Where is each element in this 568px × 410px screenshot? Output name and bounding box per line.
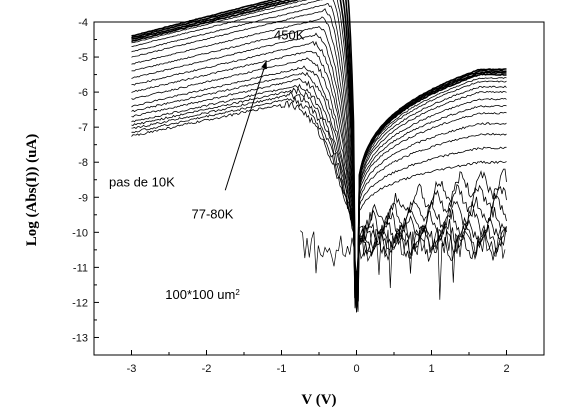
iv-curve (131, 40, 507, 304)
iv-curve (131, 0, 507, 301)
annotation-label: 450K (274, 28, 305, 43)
x-tick-label: -3 (127, 363, 137, 375)
x-tick-label: -1 (277, 363, 287, 375)
arrow-head (261, 60, 267, 70)
iv-curve (131, 65, 507, 304)
iv-curve (131, 25, 507, 302)
iv-curve (131, 50, 507, 297)
curves-group (131, 0, 507, 313)
x-tick-label: 0 (353, 363, 359, 375)
iv-curve (131, 57, 507, 310)
x-tick-label: 1 (428, 363, 434, 375)
iv-curve (131, 0, 507, 302)
iv-curve (131, 91, 507, 313)
annotation-label: pas de 10K (109, 175, 175, 190)
y-axis-label: Log (Abs(I)) (uA) (24, 134, 40, 247)
y-tick-label: -6 (78, 87, 88, 99)
iv-curve (131, 71, 507, 312)
iv-curve (131, 0, 507, 282)
y-tick-label: -5 (78, 52, 88, 64)
x-tick-label: -2 (202, 363, 212, 375)
iv-curve (131, 32, 507, 312)
y-tick-label: -7 (78, 122, 88, 134)
iv-curve (131, 3, 507, 292)
y-tick-label: -4 (78, 17, 88, 29)
annotation-label: 100*100 um2 (165, 287, 240, 302)
y-tick-label: -8 (78, 157, 88, 169)
iv-curve (131, 0, 507, 284)
annotation-label: 77-80K (192, 206, 234, 221)
iv-curve (131, 16, 507, 310)
y-tick-label: -13 (72, 332, 88, 344)
noise-floor-curve (300, 227, 506, 300)
x-axis-label: V (V) (301, 392, 336, 408)
arrow-line (224, 60, 267, 191)
y-ticks: -4 -5 -6 -7 -8 -9 -10 -11 -12 -13 (72, 17, 99, 356)
y-tick-label: -10 (72, 227, 88, 239)
iv-curve (131, 0, 507, 304)
y-tick-label: -12 (72, 297, 88, 309)
iv-curve (131, 8, 507, 310)
x-tick-label: 2 (503, 363, 509, 375)
iv-curve (131, 100, 507, 308)
iv-curve (131, 95, 507, 303)
iv-curve (131, 0, 507, 302)
x-ticks: -3 -2 -1 0 1 2 (93, 350, 545, 375)
y-tick-label: -11 (73, 262, 88, 274)
y-tick-label: -9 (78, 192, 88, 204)
iv-curve (131, 78, 507, 302)
annotations: 450K 77-80K pas de 10K 100*100 um2 (109, 28, 305, 302)
iv-curve (131, 83, 507, 282)
